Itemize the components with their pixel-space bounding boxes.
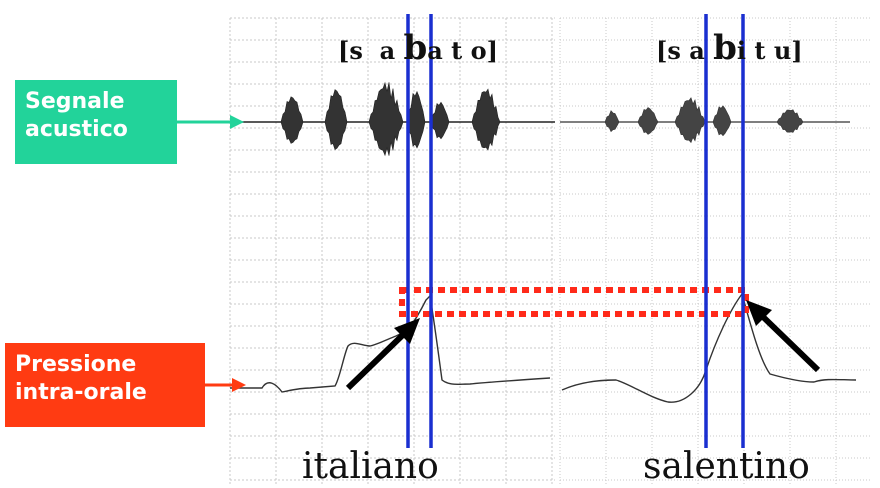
pointer-arrow-acoustic: [177, 115, 244, 129]
transcription-italiano-open: [s a: [338, 36, 404, 65]
pressure-label-line2: intra-orale: [15, 380, 147, 405]
acoustic-label-line1: Segnale: [25, 89, 125, 114]
arrow-salentino: [746, 300, 821, 373]
grid-panel-italiano: [229, 17, 555, 486]
transcription-salentino-open: [s a: [656, 36, 714, 65]
transcription-salentino-b: b: [713, 28, 737, 68]
pressure-label-line1: Pressione: [15, 352, 137, 377]
transcription-italiano-close: a t o]: [427, 36, 498, 65]
transcription-italiano-b: b: [403, 28, 428, 68]
acoustic-signal-label: Segnale acustico: [15, 80, 177, 164]
pointer-arrow-pressure: [205, 378, 246, 392]
language-label-salentino: salentino: [643, 446, 810, 487]
language-label-italiano: italiano: [302, 446, 439, 487]
transcription-salentino-close: i t u]: [736, 36, 803, 65]
transcription-salentino: [s a bi t u]: [656, 28, 803, 68]
pressure-trace-salentino: [561, 292, 857, 403]
pressure-level-band: [399, 287, 749, 317]
acoustic-waveform-italiano: [230, 81, 555, 157]
pressure-trace-italiano: [230, 294, 551, 393]
arrow-italiano: [345, 318, 420, 391]
intraoral-pressure-label: Pressione intra-orale: [5, 343, 205, 427]
grid-panel-salentino: [559, 17, 870, 486]
transcription-italiano: [s a ba t o]: [338, 28, 498, 68]
acoustic-label-line2: acustico: [25, 117, 128, 142]
